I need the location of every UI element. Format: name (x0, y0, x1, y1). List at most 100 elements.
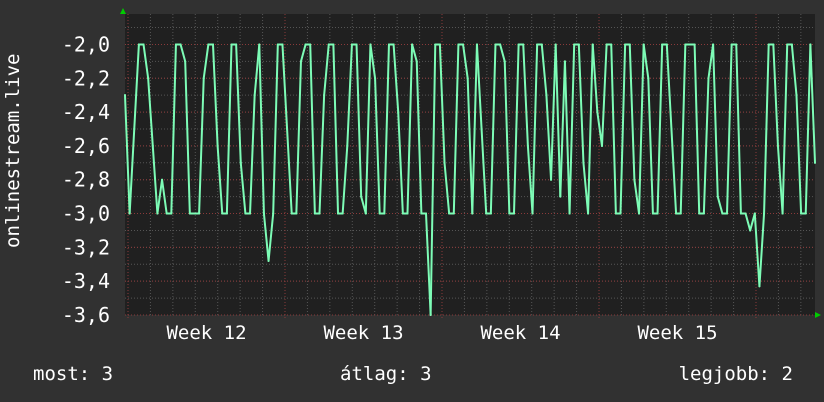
data-segment (211, 43, 219, 147)
data-segment (591, 43, 599, 114)
data-point (290, 212, 293, 215)
data-point (392, 43, 395, 46)
data-point (448, 212, 451, 215)
data-segment (147, 77, 154, 147)
data-point (475, 43, 478, 46)
data-point (415, 60, 418, 63)
data-segment (355, 43, 363, 198)
data-segment (364, 43, 372, 215)
data-segment (763, 43, 770, 215)
data-segment (702, 77, 710, 215)
data-point (573, 43, 576, 46)
data-point (651, 212, 654, 215)
data-point (642, 43, 645, 46)
data-point (693, 43, 696, 46)
data-point (531, 212, 534, 215)
data-segment (647, 77, 654, 215)
data-segment (429, 43, 437, 316)
data-point (550, 178, 553, 181)
data-point (772, 43, 775, 46)
data-segment (124, 94, 131, 215)
data-segment (374, 77, 381, 215)
data-segment (531, 43, 539, 215)
data-point (258, 43, 261, 46)
data-point (665, 43, 668, 46)
data-segment (295, 60, 302, 215)
data-segment (170, 43, 177, 215)
data-point (559, 195, 562, 198)
data-segment (318, 94, 326, 215)
data-point (591, 43, 594, 46)
data-point (406, 212, 409, 215)
y-axis-arrow-icon (120, 8, 126, 14)
data-segment (443, 161, 451, 215)
data-point (726, 212, 729, 215)
data-point (712, 43, 715, 46)
data-segment (161, 178, 168, 215)
data-segment (151, 144, 159, 215)
data-segment (559, 60, 566, 198)
data-point (304, 43, 307, 46)
data-point (179, 43, 182, 46)
data-point (610, 43, 613, 46)
data-segment (638, 43, 645, 215)
data-point (735, 43, 738, 46)
data-point (286, 127, 289, 130)
data-point (471, 212, 474, 215)
data-segment (239, 161, 247, 215)
data-point (397, 111, 400, 114)
y-axis-label: onlinestream.live (2, 53, 24, 248)
data-segment (452, 43, 460, 215)
data-point (554, 43, 557, 46)
data-point (438, 43, 441, 46)
data-point (744, 212, 747, 215)
data-segment (480, 127, 488, 215)
data-segment (438, 43, 446, 164)
data-segment (462, 43, 469, 80)
data-point (188, 212, 191, 215)
data-point (489, 212, 492, 215)
data-point (281, 43, 284, 46)
data-point (378, 212, 381, 215)
data-segment (503, 60, 511, 215)
data-point (184, 60, 187, 63)
data-segment (225, 43, 233, 215)
data-segment (795, 94, 803, 215)
data-segment (411, 43, 418, 63)
data-point (526, 144, 529, 147)
data-point (568, 212, 571, 215)
data-point (698, 212, 701, 215)
data-segment (526, 144, 534, 215)
data-point (688, 43, 691, 46)
data-point (638, 212, 641, 215)
data-point (633, 178, 636, 181)
data-point (174, 43, 177, 46)
data-segment (133, 43, 140, 130)
data-point (684, 43, 687, 46)
data-segment (753, 212, 761, 288)
data-point (327, 43, 330, 46)
data-point (540, 43, 543, 46)
data-point (360, 195, 363, 198)
data-segment (679, 43, 687, 215)
data-point (133, 127, 136, 130)
data-point (517, 43, 520, 46)
data-point (299, 60, 302, 63)
data-point (235, 43, 238, 46)
data-segment (323, 43, 330, 97)
data-point (809, 43, 812, 46)
x-tick-label: Week 13 (323, 322, 403, 344)
data-segment (577, 43, 585, 164)
data-segment (249, 94, 256, 215)
data-point (457, 43, 460, 46)
data-point (443, 161, 446, 164)
data-point (814, 161, 816, 164)
data-point (781, 212, 784, 215)
data-segment (202, 43, 210, 80)
data-point (675, 212, 678, 215)
data-segment (258, 43, 265, 215)
data-segment (267, 212, 275, 262)
data-segment (128, 127, 136, 215)
data-segment (142, 43, 150, 80)
x-tick-label: Week 12 (166, 322, 246, 344)
